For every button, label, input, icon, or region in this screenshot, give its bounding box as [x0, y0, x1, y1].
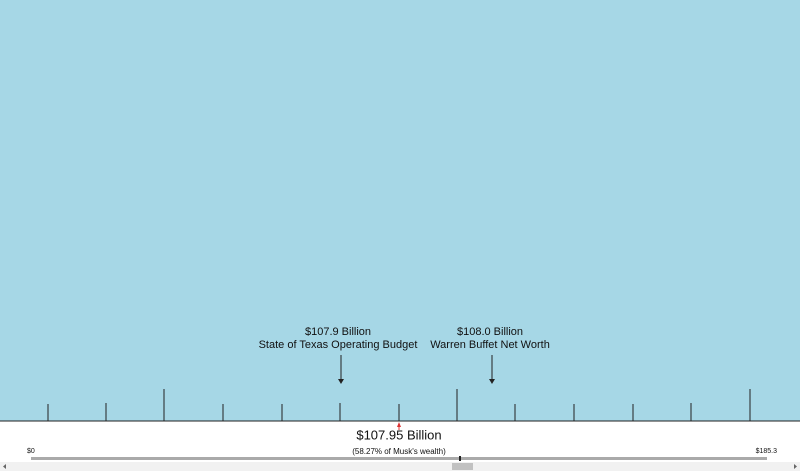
slider-thumb[interactable]	[459, 456, 461, 461]
annotation-amount: $107.9 Billion	[305, 326, 371, 338]
readout-share: (58.27% of Musk's wealth)	[352, 447, 446, 456]
annotation-label: State of Texas Operating Budget	[259, 339, 418, 351]
slider-track[interactable]	[31, 457, 767, 460]
scrollbar[interactable]	[0, 462, 800, 471]
slider-max: $185.3	[756, 448, 778, 455]
slider-min: $0	[27, 448, 35, 455]
annotation-amount: $108.0 Billion	[457, 326, 523, 338]
annotation-label: Warren Buffet Net Worth	[430, 339, 550, 351]
ruler	[47, 389, 751, 421]
scroll-right[interactable]	[794, 464, 797, 469]
readout-amount: $107.95 Billion	[356, 427, 441, 442]
scroll-left[interactable]	[3, 464, 6, 469]
scrollbar-thumb[interactable]	[452, 463, 473, 470]
arrow-head	[489, 379, 495, 384]
scroll-area[interactable]	[0, 0, 800, 421]
annotation: $107.9 Billion State of Texas Operating …	[259, 326, 418, 384]
arrow-head	[338, 379, 344, 384]
annotation: $108.0 Billion Warren Buffet Net Worth	[430, 326, 550, 384]
position-marker	[397, 422, 401, 427]
